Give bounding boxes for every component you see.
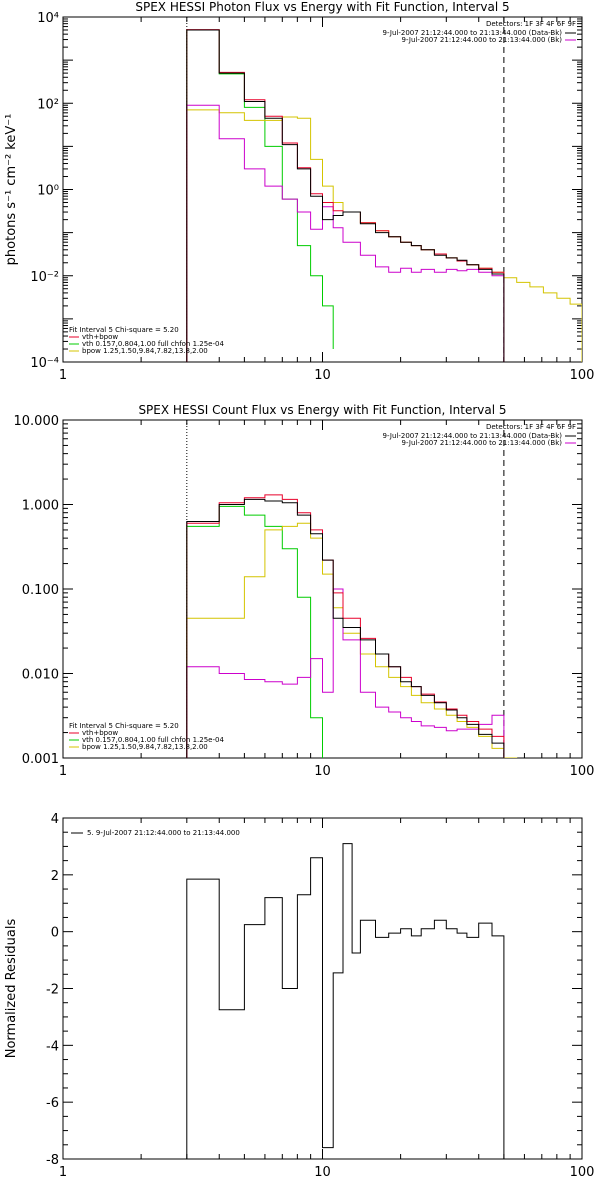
y-tick-label: 4 (51, 812, 59, 827)
y-tick-label: -8 (46, 1153, 59, 1168)
y-tick-label: 0.001 (22, 752, 59, 767)
legend-entry-label: vth+bpow (82, 333, 118, 341)
series-background-line (186, 588, 505, 758)
y-tick-label: 10⁴ (37, 11, 59, 26)
legend-header: Fit Interval 5 Chi-square = 5.20 (69, 326, 179, 334)
x-tick-label: 1 (59, 1165, 67, 1180)
y-tick-label: 1.000 (22, 499, 59, 514)
chart-title: SPEX HESSI Photon Flux vs Energy with Fi… (135, 0, 509, 14)
x-tick-label: 1 (59, 368, 67, 383)
legend-header: Detectors: 1F 3F 4F 6F 9F (486, 423, 576, 431)
series-bpow-line (186, 109, 582, 362)
y-tick-label: 0.100 (22, 583, 59, 598)
series-background-line (186, 104, 505, 362)
legend-entry-label: vth 0.157,0.804,1.00 full chfon 1.25e-04 (82, 736, 224, 744)
x-tick-label: 10 (314, 368, 331, 383)
y-tick-label: 10⁻² (30, 270, 59, 285)
legend-header: Detectors: 1F 3F 4F 6F 9F (486, 20, 576, 28)
series-data-line (186, 498, 505, 758)
chart-2: SPEX HESSI Count Flux vs Energy with Fit… (14, 403, 595, 779)
y-tick-label: 2 (51, 869, 59, 884)
legend-entry-label: bpow 1.25,1.50,9.84,7.82,13.8,2.00 (82, 347, 208, 355)
y-tick-label: 10⁻⁴ (30, 356, 59, 371)
x-tick-label: 100 (570, 1165, 595, 1180)
y-tick-label: -2 (46, 983, 59, 998)
legend-entry-label: 9-Jul-2007 21:12:44.000 to 21:13:44.000 … (383, 29, 563, 37)
x-tick-label: 1 (59, 764, 67, 779)
series-bpow-line (186, 522, 518, 758)
y-tick-label: -4 (46, 1039, 59, 1054)
legend-entry-label: 9-Jul-2007 21:12:44.000 to 21:13:44.000 … (383, 432, 563, 440)
chart-1: SPEX HESSI Photon Flux vs Energy with Fi… (4, 0, 594, 383)
legend-header: Fit Interval 5 Chi-square = 5.20 (69, 722, 179, 730)
chart-title: SPEX HESSI Count Flux vs Energy with Fit… (138, 403, 506, 417)
series-total-line (186, 494, 505, 758)
y-tick-label: 10⁰ (37, 184, 59, 199)
legend-entry-label: vth 0.157,0.804,1.00 full chfon 1.25e-04 (82, 340, 224, 348)
x-tick-label: 10 (314, 1165, 331, 1180)
y-axis-label: photons s⁻¹ cm⁻² keV⁻¹ (4, 114, 19, 266)
legend-entry-label: 5. 9-Jul-2007 21:12:44.000 to 21:13:44.0… (87, 829, 240, 837)
y-tick-label: 10.000 (14, 414, 60, 429)
chart-3: 1 10 100 -8 -6 -4 -2 0 2 4 Normalized Residuals 5. … (4, 812, 594, 1180)
y-tick-label: 0 (51, 926, 59, 941)
y-tick-label: 0.010 (22, 668, 59, 683)
legend-entry-label: bpow 1.25,1.50,9.84,7.82,13.8,2.00 (82, 743, 208, 751)
series-data-line (186, 29, 505, 362)
legend-entry-label: 9-Jul-2007 21:12:44.000 to 21:13:44.000 … (402, 439, 563, 447)
x-tick-label: 100 (570, 368, 595, 383)
series-total-line (186, 29, 505, 362)
y-axis-label: Normalized Residuals (4, 919, 19, 1059)
x-tick-label: 10 (314, 764, 331, 779)
legend-entry-label: 9-Jul-2007 21:12:44.000 to 21:13:44.000 … (402, 36, 563, 44)
y-tick-label: -6 (46, 1096, 59, 1111)
series-vth-line (186, 29, 334, 362)
legend-entry-label: vth+bpow (82, 729, 118, 737)
y-tick-label: 10² (37, 97, 59, 112)
series-data-line (186, 843, 505, 1159)
x-tick-label: 100 (570, 764, 595, 779)
